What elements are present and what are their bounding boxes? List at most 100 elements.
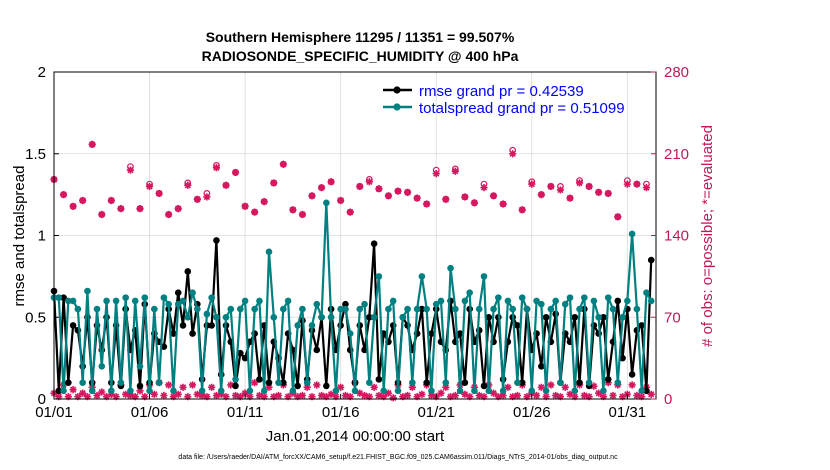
spread-point xyxy=(643,289,650,297)
spread-point xyxy=(294,322,301,329)
spread-point xyxy=(571,387,579,395)
obs-bottom-marker xyxy=(618,393,627,401)
x-tick-label: 01/21 xyxy=(417,404,455,421)
spread-point xyxy=(542,387,550,395)
footer-data-file: data file: /Users/raeder/DAI/ATM_forcXX/… xyxy=(178,454,618,461)
spread-point xyxy=(576,305,583,313)
spread-point xyxy=(327,313,335,321)
chart-title-line-1: Southern Hemisphere 11295 / 11351 = 99.5… xyxy=(206,29,515,45)
obs-evaluated-marker xyxy=(79,196,87,205)
obs-evaluated-marker xyxy=(356,182,364,191)
rmse-point xyxy=(428,330,435,337)
spread-point xyxy=(174,300,182,308)
rmse-point xyxy=(208,322,215,329)
spread-point xyxy=(222,313,230,321)
obs-evaluated-marker xyxy=(556,186,565,194)
spread-point xyxy=(184,313,192,321)
spread-point xyxy=(600,387,607,395)
obs-bottom-marker xyxy=(222,393,230,401)
spread-point xyxy=(69,297,77,305)
spread-point xyxy=(413,305,421,313)
obs-evaluated-marker xyxy=(432,170,440,178)
obs-evaluated-marker xyxy=(117,205,125,213)
obs-evaluated-marker xyxy=(518,206,526,214)
spread-point xyxy=(528,387,536,395)
obs-bottom-marker xyxy=(609,391,617,400)
x-tick-label: 01/01 xyxy=(35,404,73,421)
spread-point xyxy=(93,305,101,313)
rmse-point xyxy=(294,382,301,390)
spread-point xyxy=(256,297,263,305)
spread-point xyxy=(385,305,392,313)
spread-point xyxy=(404,305,411,313)
obs-evaluated-marker xyxy=(575,179,584,187)
obs-evaluated-marker xyxy=(499,200,507,208)
obs-evaluated-marker xyxy=(547,182,555,191)
spread-point xyxy=(409,379,416,386)
obs-bottom-marker xyxy=(246,393,254,401)
obs-bottom-marker xyxy=(265,383,273,391)
obs-bottom-marker xyxy=(64,393,72,401)
spread-point xyxy=(423,305,430,313)
obs-bottom-marker xyxy=(141,393,149,401)
obs-evaluated-marker xyxy=(174,205,182,213)
spread-point xyxy=(88,387,96,395)
rmse-point xyxy=(55,387,63,395)
obs-evaluated-marker xyxy=(394,187,402,195)
obs-evaluated-marker xyxy=(480,184,488,192)
spread-point xyxy=(55,294,63,301)
spread-point xyxy=(122,294,129,301)
obs-bottom-marker xyxy=(322,393,330,401)
spread-point xyxy=(131,297,139,305)
rmse-point xyxy=(256,376,263,383)
spread-point xyxy=(394,387,402,395)
obs-evaluated-marker xyxy=(489,192,498,200)
obs-count-markers xyxy=(50,140,651,221)
spread-point xyxy=(65,297,72,305)
spread-point xyxy=(432,300,440,308)
spread-point xyxy=(151,305,158,313)
obs-bottom-marker xyxy=(174,390,182,398)
obs-evaluated-marker xyxy=(317,184,326,192)
spread-point xyxy=(299,305,306,313)
rmse-point xyxy=(604,376,612,383)
rmse-point xyxy=(418,305,426,313)
obs-bottom-marker xyxy=(327,390,335,398)
obs-bottom-marker xyxy=(150,390,158,398)
rmse-point xyxy=(461,379,469,386)
rmse-point xyxy=(647,256,655,264)
obs-bottom-marker xyxy=(566,390,574,398)
spread-point xyxy=(499,387,507,395)
obs-evaluated-marker xyxy=(413,194,421,202)
obs-evaluated-marker xyxy=(327,178,335,186)
obs-bottom-marker xyxy=(112,393,120,401)
x-tick-label: 01/06 xyxy=(131,404,169,421)
spread-point xyxy=(418,273,426,280)
obs-evaluated-marker xyxy=(126,166,135,174)
spread-point xyxy=(246,387,254,395)
obs-bottom-marker xyxy=(480,393,488,401)
obs-bottom-marker xyxy=(552,391,560,400)
rmse-point xyxy=(184,268,192,275)
obs-bottom-marker xyxy=(270,393,278,401)
obs-bottom-marker xyxy=(346,393,354,401)
obs-evaluated-marker xyxy=(337,196,345,205)
obs-bottom-marker xyxy=(122,390,130,398)
obs-bottom-marker xyxy=(241,389,249,397)
obs-bottom-marker xyxy=(356,389,364,397)
obs-evaluated-marker xyxy=(145,182,154,191)
obs-bottom-marker xyxy=(638,393,646,401)
spread-point xyxy=(366,379,373,386)
obs-evaluated-marker xyxy=(298,210,307,219)
obs-evaluated-marker xyxy=(423,200,431,208)
obs-bottom-marker xyxy=(556,393,565,401)
obs-bottom-marker xyxy=(599,393,608,401)
spread-point xyxy=(557,379,564,386)
obs-bottom-marker xyxy=(294,393,302,401)
obs-evaluated-marker xyxy=(289,206,297,214)
obs-bottom-marker xyxy=(79,389,87,397)
obs-bottom-marker xyxy=(451,391,459,400)
rmse-point xyxy=(456,330,464,337)
y-left-ticks: 0 0.5 1 1.5 2 xyxy=(25,64,59,408)
obs-bottom-marker xyxy=(131,393,139,401)
